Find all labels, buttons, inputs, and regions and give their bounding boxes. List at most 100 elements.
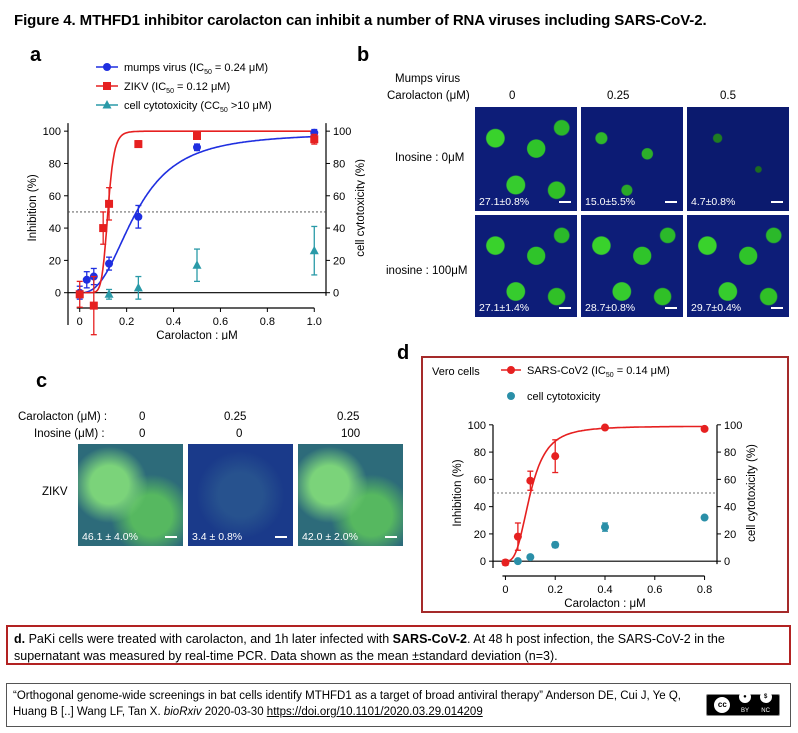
scale-bar [385,536,397,538]
micrograph-b-r1c0: 27.1±1.4% [474,214,578,318]
data-point [75,290,84,299]
doi-link[interactable]: https://doi.org/10.1101/2020.03.29.01420… [266,706,483,718]
y-tick-label: 80 [474,447,486,459]
y-tick-label: 100 [43,126,61,138]
data-point [551,452,560,461]
data-point [193,132,201,140]
micrograph-b-r0c2: 4.7±0.8% [686,106,790,212]
micrograph-b-r1c1: 28.7±0.8% [580,214,684,318]
panel-d-cells: Vero cells [432,366,480,378]
y-tick-label: 60 [474,474,486,486]
panel-b-col-1: 0.25 [607,90,630,102]
x-tick-label: 0.8 [260,316,275,328]
legend-marker [103,63,111,71]
x-tick-label: 0.4 [166,316,181,328]
legend-label: mumps virus (IC50 = 0.24 μM) [124,62,268,76]
legend-marker [102,100,112,109]
scale-bar [771,201,783,203]
data-point [526,476,535,485]
x-axis-title: Carolacton : μM [564,598,645,610]
micrograph-c-0: 46.1 ± 4.0% [77,443,184,547]
panel-d-label: d [397,342,410,364]
caption-text-2: . At 48 h post infection, the SARS-CoV-2… [14,632,725,663]
nc-icon: $ NC [759,691,772,719]
panel-c-carolacton-2: 0.25 [337,411,360,423]
panel-c-carolacton-label: Carolacton (μM) : [18,411,108,423]
cc-license-badge[interactable]: cc ● BY $ NC [706,691,780,719]
y-axis-title: Inhibition (%) [452,459,464,526]
data-point [99,224,108,233]
y2-tick-label: 100 [724,420,742,432]
panel-c-inosine-0: 0 [139,428,146,440]
y2-tick-label: 80 [724,447,736,459]
panel-b-col-2: 0.5 [720,90,736,102]
caption-lead: d. [14,632,26,646]
y-axis-title: Inhibition (%) [27,174,39,241]
figure-title: Figure 4. MTHFD1 inhibitor carolacton ca… [14,12,707,29]
y2-tick-label: 0 [724,556,730,568]
data-point [82,275,91,284]
panel-c-label: c [36,370,48,392]
data-point [133,282,143,292]
y-tick-label: 20 [49,255,61,267]
legend-marker [507,392,515,400]
y-tick-label: 80 [49,158,61,170]
data-point [309,245,319,255]
y2-tick-label: 0 [333,288,339,300]
data-point [501,558,510,567]
panel-b-drug-header: Carolacton (μM) [387,90,470,102]
legend-label: cell cytotoxicity (CC50 >10 μM) [124,100,272,114]
legend-label: ZIKV (IC50 = 0.12 μM) [124,81,230,95]
panel-a-chart: 0 20 40 60 80 100 0 20 40 60 80 100 0 0.2 0.4 0.6 0.8 1.0… [27,62,365,340]
scale-bar [559,201,571,203]
y-tick-label: 0 [480,556,486,568]
data-point [193,143,201,152]
y-tick-label: 20 [474,529,486,541]
reference-journal: bioRxiv [163,706,202,718]
x-axis-title: Carolacton : μM [156,330,237,340]
x-tick-label: 0.8 [697,584,712,596]
micrograph-c-2: 42.0 ± 2.0% [297,443,404,547]
panel-b-col-0: 0 [509,90,516,102]
y2-tick-label: 20 [333,255,345,267]
legend-label: SARS-CoV2 (IC50 = 0.14 μM) [527,365,670,379]
legend-label: cell cytotoxicity [527,391,601,403]
panel-c-row-label: ZIKV [42,486,68,498]
data-point [105,199,114,208]
panel-b-label: b [357,44,370,66]
caption-virus: SARS-CoV-2 [392,632,467,646]
data-point [134,212,143,221]
data-point [551,540,560,549]
x-tick-label: 0.4 [597,584,612,596]
x-tick-label: 0.2 [548,584,563,596]
scale-bar [275,536,287,538]
fit-curve [84,135,315,294]
panel-b-row-1-label: inosine : 100μM [386,265,468,277]
caption: d. PaKi cells were treated with carolact… [6,625,791,665]
y2-tick-label: 60 [724,474,736,486]
caption-text-1: PaKi cells were treated with carolacton,… [25,632,393,646]
scale-bar [771,307,783,309]
y-tick-label: 100 [468,420,486,432]
y2-tick-label: 80 [333,158,345,170]
y-tick-label: 40 [474,502,486,514]
fit-curve [84,130,315,294]
panel-c-inosine-1: 0 [236,428,243,440]
x-tick-label: 0.6 [647,584,662,596]
data-point [601,423,609,432]
x-tick-label: 0.6 [213,316,228,328]
panel-c-carolacton-0: 0 [139,411,146,423]
panel-a-label: a [30,44,42,66]
scale-bar [559,307,571,309]
data-point [310,135,319,144]
data-point [89,301,98,310]
y2-axis-title: cell cytotoxicity (%) [746,444,758,542]
panel-c-inosine-label: Inosine (μM) : [34,428,105,440]
y-tick-label: 40 [49,223,61,235]
x-tick-label: 0 [77,316,83,328]
y2-tick-label: 40 [724,502,736,514]
data-point [601,523,609,532]
data-point [513,532,522,541]
panel-c-inosine-2: 100 [341,428,361,440]
data-point [526,553,535,562]
